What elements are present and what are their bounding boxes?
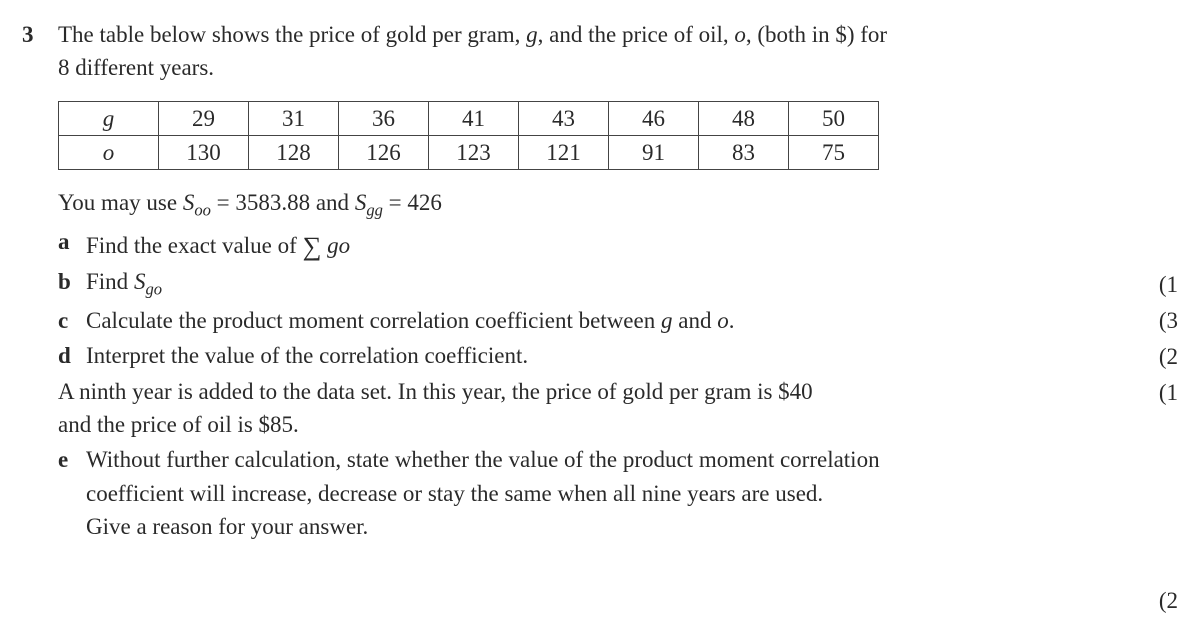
part-label: c bbox=[58, 304, 86, 337]
hints-line: You may use Soo = 3583.88 and Sgg = 426 bbox=[58, 186, 1178, 223]
data-table: g 29 31 36 41 43 46 48 50 o 130 128 126 … bbox=[58, 101, 879, 171]
part-text: Interpret the value of the correlation c… bbox=[86, 339, 1178, 372]
text-segment: Calculate the product moment correlation… bbox=[86, 308, 661, 333]
table-row: o 130 128 126 123 121 91 83 75 bbox=[59, 136, 879, 170]
part-text: Calculate the product moment correlation… bbox=[86, 304, 1178, 337]
part-c: c Calculate the product moment correlati… bbox=[58, 304, 1178, 337]
question-page: 3 The table below shows the price of gol… bbox=[0, 0, 1178, 619]
subscript-go: go bbox=[145, 280, 162, 299]
table-cell: 48 bbox=[699, 101, 789, 135]
var-go: go bbox=[327, 233, 350, 258]
part-b: b Find Sgo bbox=[58, 265, 1178, 302]
hints-segment: You may use bbox=[58, 190, 183, 215]
extra-info: A ninth year is added to the data set. I… bbox=[58, 375, 1178, 442]
table-row: g 29 31 36 41 43 46 48 50 bbox=[59, 101, 879, 135]
part-label: e bbox=[58, 443, 86, 476]
intro-text: The table below shows the price of gold … bbox=[58, 18, 1178, 85]
part-text: Find Sgo bbox=[86, 265, 1178, 302]
mark-d: (1 bbox=[1159, 376, 1178, 409]
part-a: a Find the exact value of ∑ go bbox=[58, 225, 1178, 263]
subscript-gg: gg bbox=[366, 201, 383, 220]
table-cell: 130 bbox=[159, 136, 249, 170]
text-segment: A ninth year is added to the data set. I… bbox=[58, 379, 813, 404]
table-cell: 29 bbox=[159, 101, 249, 135]
var-g: g bbox=[661, 308, 673, 333]
mark-e: (2 bbox=[1159, 584, 1178, 617]
question-body: The table below shows the price of gold … bbox=[58, 18, 1178, 545]
table-cell: 31 bbox=[249, 101, 339, 135]
text-segment: and the price of oil is $85. bbox=[58, 412, 299, 437]
table-cell: 123 bbox=[429, 136, 519, 170]
part-label: d bbox=[58, 339, 86, 372]
text-segment: coefficient will increase, decrease or s… bbox=[86, 481, 823, 506]
part-e: e Without further calculation, state whe… bbox=[58, 443, 1178, 543]
table-cell: 43 bbox=[519, 101, 609, 135]
mark-a: (1 bbox=[1159, 268, 1178, 301]
part-text: Without further calculation, state wheth… bbox=[86, 443, 1178, 543]
part-d: d Interpret the value of the correlation… bbox=[58, 339, 1178, 372]
table-cell: 50 bbox=[789, 101, 879, 135]
text-segment: . bbox=[729, 308, 735, 333]
question-number: 3 bbox=[22, 18, 58, 51]
hints-segment: = 426 bbox=[383, 190, 442, 215]
table-cell: 128 bbox=[249, 136, 339, 170]
table-cell: 83 bbox=[699, 136, 789, 170]
subscript-oo: oo bbox=[194, 201, 211, 220]
marks-column: (1 (3 (2 (1 (2 bbox=[1158, 0, 1178, 619]
S-symbol: S bbox=[134, 269, 146, 294]
hints-segment: = 3583.88 and bbox=[211, 190, 355, 215]
text-segment: Find the exact value of bbox=[86, 233, 303, 258]
intro-segment: 8 different years. bbox=[58, 55, 214, 80]
var-o: o bbox=[734, 22, 746, 47]
question-row: 3 The table below shows the price of gol… bbox=[22, 18, 1178, 545]
table-cell: 36 bbox=[339, 101, 429, 135]
sigma-icon: ∑ bbox=[303, 231, 322, 261]
table-cell: 41 bbox=[429, 101, 519, 135]
text-segment: Give a reason for your answer. bbox=[86, 514, 368, 539]
part-label: b bbox=[58, 265, 86, 298]
row-header-g: g bbox=[59, 101, 159, 135]
intro-segment: , (both in $) for bbox=[746, 22, 887, 47]
table-cell: 126 bbox=[339, 136, 429, 170]
text-segment: Find bbox=[86, 269, 134, 294]
intro-segment: , and the price of oil, bbox=[538, 22, 735, 47]
text-segment: and bbox=[672, 308, 717, 333]
table-cell: 46 bbox=[609, 101, 699, 135]
var-g: g bbox=[526, 22, 538, 47]
intro-segment: The table below shows the price of gold … bbox=[58, 22, 526, 47]
S-symbol: S bbox=[183, 190, 195, 215]
table-cell: 75 bbox=[789, 136, 879, 170]
table-cell: 91 bbox=[609, 136, 699, 170]
var-o: o bbox=[717, 308, 729, 333]
table-cell: 121 bbox=[519, 136, 609, 170]
mark-b: (3 bbox=[1159, 304, 1178, 337]
part-text: Find the exact value of ∑ go bbox=[86, 225, 1178, 263]
part-label: a bbox=[58, 225, 86, 258]
text-segment: Without further calculation, state wheth… bbox=[86, 447, 880, 472]
S-symbol: S bbox=[355, 190, 367, 215]
mark-c: (2 bbox=[1159, 340, 1178, 373]
row-header-o: o bbox=[59, 136, 159, 170]
